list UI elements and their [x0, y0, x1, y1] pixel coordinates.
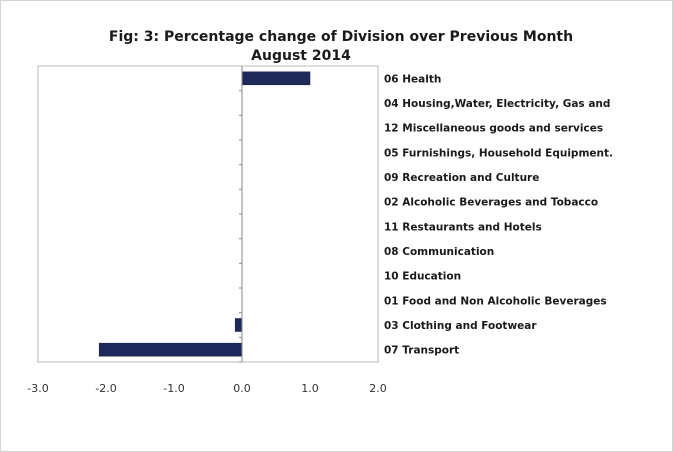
chart-subtitle: August 2014: [251, 48, 351, 64]
category-label-3: 12 Miscellaneous goods and services: [384, 123, 603, 135]
category-label-4: 05 Furnishings, Household Equipment.: [384, 147, 613, 159]
category-label-12: 07 Transport: [384, 345, 459, 357]
x-tick-labels: -3.0 -2.0 -1.0 0.0 1.0 2.0: [27, 382, 386, 395]
category-label-7: 11 Restaurants and Hotels: [384, 221, 542, 233]
x-tick-label-3: -1.0: [163, 382, 184, 395]
category-label-2: 04 Housing,Water, Electricity, Gas and: [384, 98, 610, 110]
category-labels: 06 Health 04 Housing,Water, Electricity, …: [384, 73, 613, 356]
bars-group: [98, 71, 311, 357]
x-tick-label-4: 0.0: [233, 382, 251, 395]
x-tick-label-1: -3.0: [27, 382, 48, 395]
bar-12: [98, 342, 243, 357]
plot-area: [37, 65, 379, 363]
zero-axis-group: [239, 66, 243, 363]
plot-border: [37, 65, 379, 363]
category-label-9: 10 Education: [384, 271, 461, 283]
x-tick-label-6: 2.0: [369, 382, 387, 395]
category-label-1: 06 Health: [384, 73, 441, 85]
category-label-11: 03 Clothing and Footwear: [384, 320, 537, 332]
category-label-8: 08 Communication: [384, 246, 494, 258]
x-tick-label-2: -2.0: [95, 382, 116, 395]
chart-title: Fig: 3: Percentage change of Division ov…: [108, 29, 574, 45]
x-tick-label-5: 1.0: [301, 382, 319, 395]
category-label-5: 09 Recreation and Culture: [384, 172, 539, 184]
category-label-10: 01 Food and Non Alcoholic Beverages: [384, 295, 607, 307]
category-label-6: 02 Alcoholic Beverages and Tobacco: [384, 197, 598, 209]
bar-1: [241, 71, 311, 86]
bar-11: [234, 318, 243, 332]
